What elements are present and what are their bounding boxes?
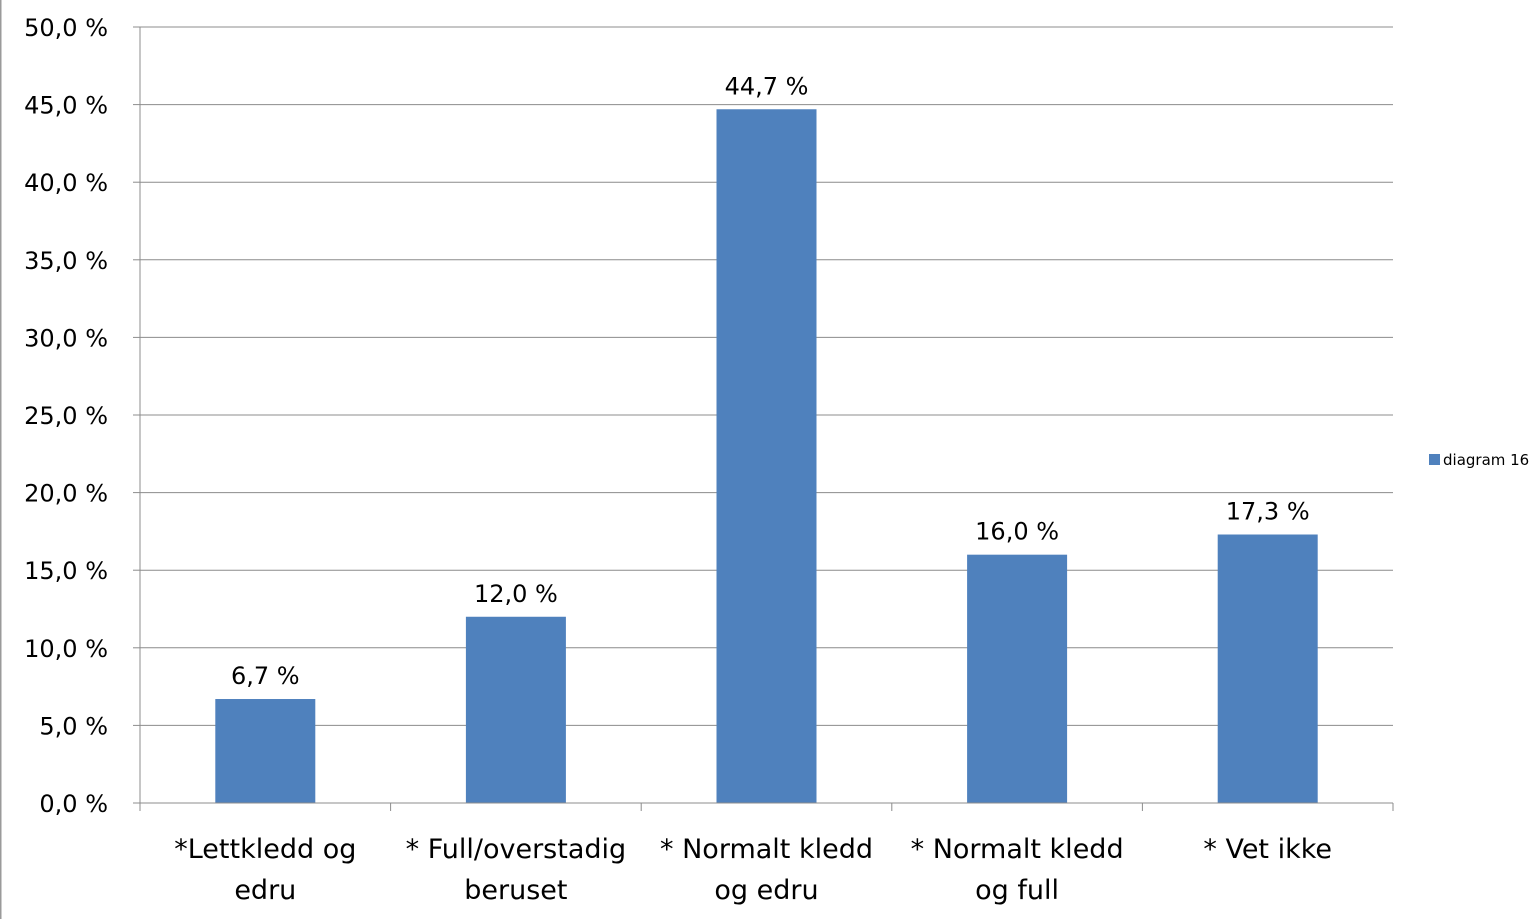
y-axis-labels: 0,0 % 5,0 % 10,0 % 15,0 % 20,0 % 25,0 % 30,0 %… [24, 14, 108, 818]
data-label: 17,3 % [1226, 498, 1310, 526]
data-label: 44,7 % [725, 72, 809, 100]
bar [1217, 534, 1318, 803]
y-tick-label: 0,0 % [39, 790, 108, 818]
y-tick-label: 25,0 % [24, 402, 108, 430]
x-tick-label: og full [975, 875, 1059, 906]
bars [215, 109, 1318, 804]
bar [716, 109, 817, 804]
legend-label: diagram 16 [1443, 451, 1529, 469]
axes [139, 27, 1394, 811]
y-tick-label: 20,0 % [24, 480, 108, 508]
y-tick-label: 15,0 % [24, 557, 108, 585]
y-tick-label: 50,0 % [24, 14, 108, 42]
x-axis-labels: *Lettkledd og edru * Full/overstadig beruse… [174, 834, 1332, 906]
chart-border-left [0, 0, 2, 919]
y-tick-label: 10,0 % [24, 635, 108, 663]
y-tick-label: 5,0 % [39, 712, 108, 740]
x-tick-label: * Normalt kledd [660, 834, 873, 865]
y-tick-label: 45,0 % [24, 92, 108, 120]
x-tick-label: edru [234, 875, 296, 906]
x-tick-label: * Vet ikke [1203, 834, 1332, 865]
x-tick-label: * Normalt kledd [911, 834, 1124, 865]
x-tick-label: beruset [464, 875, 567, 906]
bar [967, 554, 1068, 803]
x-tick-label: * Full/overstadig [406, 834, 627, 865]
x-tick-label: *Lettkledd og [174, 834, 356, 865]
y-tick-label: 30,0 % [24, 324, 108, 352]
legend: diagram 16 [1429, 451, 1529, 469]
legend-swatch [1429, 454, 1440, 465]
data-label: 16,0 % [975, 518, 1059, 546]
bar [465, 616, 566, 803]
y-tick-label: 40,0 % [24, 169, 108, 197]
data-labels: 6,7 % 12,0 % 44,7 % 16,0 % 17,3 % [231, 72, 1310, 690]
y-tick-label: 35,0 % [24, 247, 108, 275]
data-label: 6,7 % [231, 662, 300, 690]
x-tick-label: og edru [714, 875, 818, 906]
bar [215, 699, 316, 803]
data-label: 12,0 % [474, 580, 558, 608]
